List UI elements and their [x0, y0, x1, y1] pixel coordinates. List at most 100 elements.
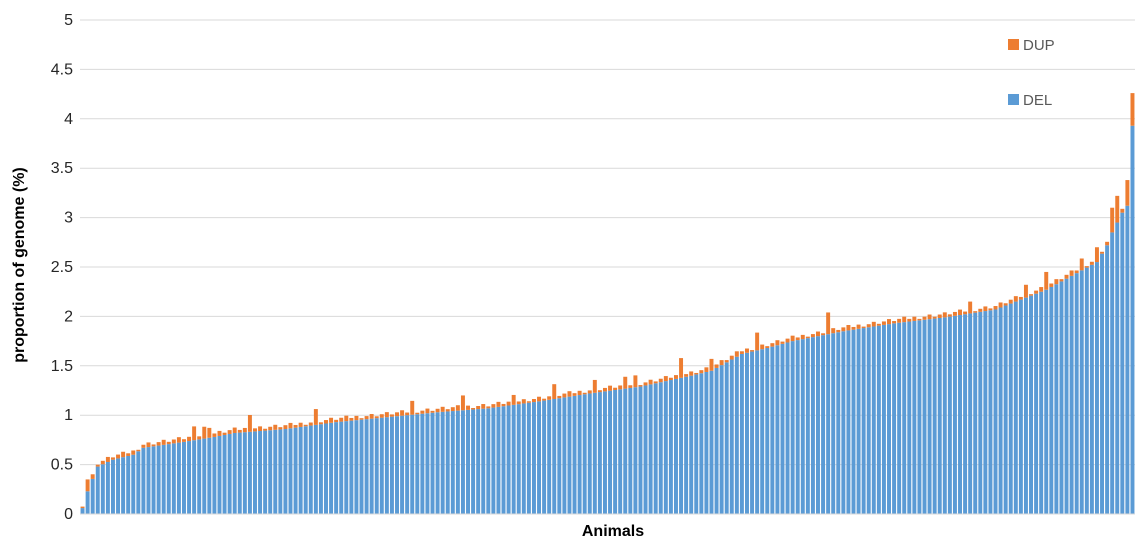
bar-del [1084, 267, 1089, 514]
bar-del [785, 342, 790, 514]
bar-dup [699, 370, 704, 374]
bar-dup [917, 318, 922, 321]
y-tick-label: 2.5 [51, 259, 73, 276]
bar-dup [1115, 195, 1120, 223]
bar-dup [141, 444, 146, 448]
bar-dup [958, 309, 962, 316]
bar-del [303, 426, 308, 514]
bar-del [288, 428, 293, 514]
bar-del [1039, 291, 1044, 514]
legend-swatch-dup [1008, 39, 1019, 50]
bar-del [151, 446, 156, 514]
bar-dup [841, 327, 846, 332]
bar-del [308, 425, 313, 514]
bar-dup [283, 425, 288, 430]
bar-dup [192, 426, 197, 441]
bar-dup [1074, 270, 1079, 274]
bar-del [263, 430, 268, 514]
bar-del [501, 406, 506, 514]
y-tick-label: 1 [64, 407, 73, 424]
bar-del [420, 413, 425, 514]
bar-del [192, 440, 197, 514]
bar-dup [455, 405, 460, 411]
bar-dup [952, 311, 957, 316]
bar-del [887, 324, 891, 514]
bar-del [668, 380, 673, 514]
bar-del [146, 447, 151, 514]
bar-dup [1003, 303, 1008, 306]
bar-del [141, 447, 146, 514]
bar-dup [1089, 261, 1094, 265]
bar-dup [775, 340, 780, 346]
bar-del [126, 455, 131, 514]
bar-del [552, 399, 557, 514]
bar-del [613, 390, 618, 514]
bar-del [415, 414, 420, 514]
bar-dup [1110, 207, 1115, 233]
bar-del [253, 431, 257, 514]
bar-dup [745, 348, 749, 353]
bar-dup [856, 324, 861, 329]
bar-dup [613, 387, 618, 390]
bar-dup [623, 376, 628, 389]
bar-del [658, 382, 663, 514]
bar-dup [166, 441, 171, 445]
bar-dup [298, 422, 303, 427]
bar-del [968, 313, 973, 514]
bar-del [1074, 273, 1079, 514]
bar-dup [197, 436, 202, 440]
bar-del [826, 334, 831, 514]
bar-dup [202, 426, 207, 439]
bar-dup [805, 336, 810, 339]
y-tick-label: 4 [64, 111, 73, 128]
bar-dup [902, 316, 907, 323]
bar-del [851, 329, 856, 514]
bar-del [405, 415, 410, 514]
bar-dup [866, 324, 871, 328]
bar-del [537, 401, 542, 514]
bar-dup [379, 414, 384, 418]
bar-dup [942, 312, 947, 318]
bar-del [486, 408, 491, 514]
bar-del [775, 345, 780, 514]
bar-dup [765, 346, 770, 349]
bar-dup [100, 460, 105, 465]
bar-del [978, 311, 983, 514]
bar-dup [105, 456, 110, 462]
bar-dup [876, 323, 881, 326]
bar-dup [435, 408, 440, 413]
bar-dup [222, 432, 227, 435]
bar-del [476, 409, 481, 514]
bar-del [988, 310, 993, 514]
bar-del [937, 317, 942, 514]
bar-dup [608, 385, 613, 391]
bar-dup [755, 332, 760, 351]
bar-dup [354, 415, 359, 421]
bar-del [339, 421, 344, 514]
bar-dup [719, 360, 724, 366]
bar-del [1130, 125, 1135, 514]
bar-del [1023, 297, 1028, 514]
bar-dup [496, 401, 501, 407]
bar-dup [826, 312, 831, 335]
bar-del [1003, 305, 1008, 514]
bar-dup [374, 416, 379, 419]
bar-del [663, 381, 668, 514]
bar-dup [684, 374, 689, 377]
bar-dup [663, 376, 668, 382]
bar-dup [1130, 93, 1135, 126]
bar-del [1029, 295, 1033, 514]
bar-dup [344, 415, 349, 422]
bar-del [866, 327, 871, 514]
bar-dup [1013, 296, 1018, 302]
bar-dup [445, 409, 450, 412]
bar-del [841, 331, 846, 514]
bar-dup [227, 430, 232, 434]
bar-del [577, 395, 582, 514]
bar-dup [1125, 180, 1130, 206]
bar-del [927, 319, 932, 514]
y-tick-label: 1.5 [51, 358, 73, 375]
bar-del [917, 320, 922, 514]
bar-dup [795, 337, 800, 341]
bar-del [531, 402, 536, 514]
